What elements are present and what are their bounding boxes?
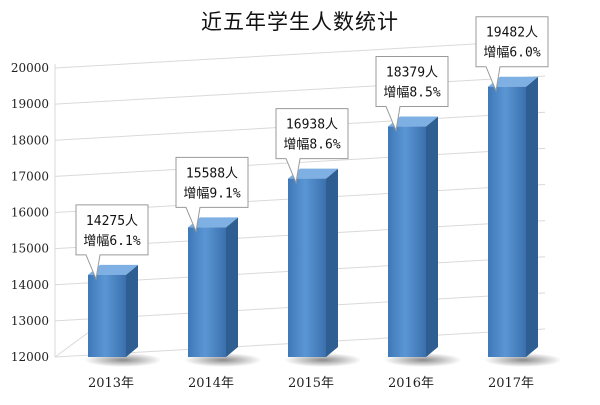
callout-growth: 增幅6.0%	[483, 46, 540, 61]
callout-box	[175, 156, 249, 234]
x-tick-label: 2016年	[388, 376, 434, 391]
y-tick-label: 19000	[11, 97, 49, 111]
x-tick-label: 2015年	[288, 376, 334, 391]
bar-front	[188, 227, 226, 357]
bar-top	[288, 168, 338, 179]
bar-front	[488, 86, 526, 357]
bar-top	[388, 116, 438, 127]
callout-growth: 增幅8.6%	[283, 138, 340, 153]
bars	[84, 76, 562, 367]
gridline	[54, 75, 546, 105]
bar-front	[288, 178, 326, 357]
y-axis-ticks: 12000 13000 14000 15000 16000 17000 18000 19000…	[11, 61, 49, 364]
x-axis-ticks: 2013年 2014年 2015年 2016年 2017年	[88, 376, 534, 391]
callout-count: 15588人	[186, 166, 238, 181]
bar	[84, 264, 162, 367]
x-tick-label: 2014年	[188, 376, 234, 391]
bar	[484, 76, 562, 367]
callout-count: 19482人	[486, 26, 538, 41]
callout-growth: 增幅6.1%	[83, 234, 140, 249]
y-tick-label: 20000	[11, 61, 49, 75]
gridline	[54, 39, 546, 69]
callout-count: 14275人	[86, 214, 138, 229]
y-tick-label: 12000	[11, 350, 49, 364]
floor-edge-left	[54, 328, 94, 358]
bar	[284, 168, 362, 367]
bar-top	[88, 264, 138, 275]
y-tick-label: 18000	[11, 133, 49, 147]
bar-side	[426, 116, 438, 357]
callout-box	[275, 108, 349, 185]
y-tick-label: 17000	[11, 169, 49, 183]
bar-side	[526, 76, 538, 357]
bar	[184, 217, 262, 367]
chart-title: 近五年学生人数统计	[201, 10, 399, 34]
y-tick-label: 13000	[11, 314, 49, 328]
bar-top	[488, 76, 538, 87]
callout-box	[75, 204, 149, 281]
bar-front	[88, 274, 126, 357]
bar-side	[226, 217, 238, 357]
bar-side	[126, 264, 138, 357]
x-tick-label: 2013年	[88, 376, 134, 391]
callout-growth: 增幅8.5%	[383, 86, 440, 101]
bar-top	[188, 217, 238, 228]
bar-side	[326, 168, 338, 357]
y-tick-label: 14000	[11, 278, 49, 292]
bar	[384, 116, 462, 367]
callout-count: 18379人	[386, 66, 438, 81]
y-tick-label: 15000	[11, 242, 49, 256]
x-tick-label: 2017年	[488, 376, 534, 391]
gridline	[54, 147, 546, 177]
callout-count: 16938人	[286, 118, 338, 133]
callout-box	[375, 56, 449, 133]
bar-front	[388, 126, 426, 357]
y-tick-label: 16000	[11, 206, 49, 220]
callout-growth: 增幅9.1%	[183, 186, 240, 201]
callout-box	[475, 16, 549, 93]
